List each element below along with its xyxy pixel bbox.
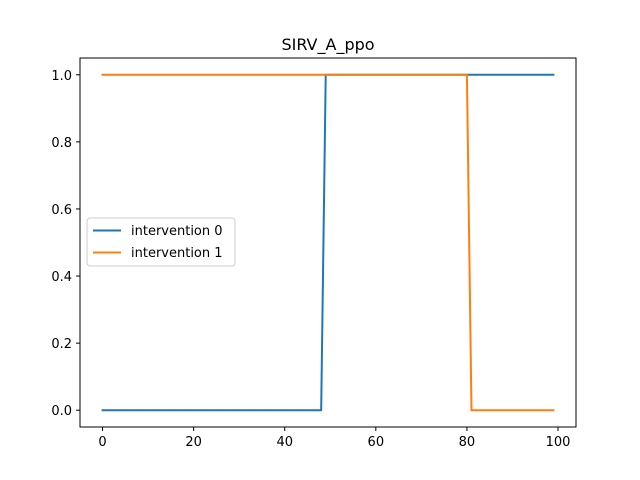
y-tick-label: 0.8 xyxy=(51,136,72,151)
y-tick-label: 0.2 xyxy=(51,337,72,352)
chart-title: SIRV_A_ppo xyxy=(281,35,374,55)
x-tick-label: 60 xyxy=(368,435,385,450)
legend: intervention 0 intervention 1 xyxy=(86,217,236,267)
x-tick-label: 80 xyxy=(459,435,476,450)
x-tick-label: 20 xyxy=(185,435,202,450)
x-tick-label: 100 xyxy=(546,435,571,450)
x-axis: 0 20 40 60 80 100 xyxy=(98,427,570,450)
y-tick-label: 0.6 xyxy=(51,203,72,218)
x-tick-label: 0 xyxy=(98,435,106,450)
legend-label-intervention-1: intervention 1 xyxy=(131,246,223,261)
y-axis: 0.0 0.2 0.4 0.6 0.8 1.0 xyxy=(51,69,80,419)
legend-box xyxy=(86,217,236,267)
plot-area xyxy=(101,73,555,412)
y-tick-label: 1.0 xyxy=(51,69,72,84)
axes: 0 20 40 60 80 100 0.0 0.2 0.4 0.6 0.8 1.0 xyxy=(51,57,577,450)
x-tick-label: 40 xyxy=(276,435,293,450)
y-tick-label: 0.0 xyxy=(51,404,72,419)
series-line-intervention-1 xyxy=(101,73,555,412)
legend-label-intervention-0: intervention 0 xyxy=(131,224,223,239)
axes-frame xyxy=(79,57,577,428)
y-tick-label: 0.4 xyxy=(51,270,72,285)
